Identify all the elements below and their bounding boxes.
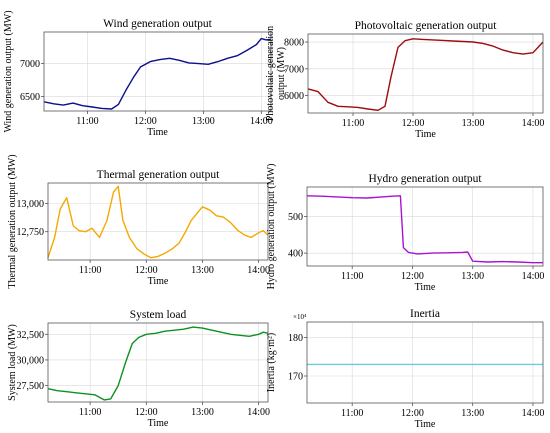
chart-panel: 11:00 12:00 13:00 14:00 6500 7000 Wind generat…: [3, 10, 273, 138]
y-tick-label: 7000: [284, 64, 304, 75]
x-tick-label: 14:00: [522, 118, 545, 129]
chart-title: Wind generation output: [103, 18, 213, 30]
x-tick-label: 14:00: [522, 408, 545, 419]
plot-frame: [307, 33, 544, 114]
chart-panel: 11:00 12:00 13:00 14:0027,50030,00032,500Sy…: [7, 309, 270, 429]
x-tick-label: 14:00: [522, 271, 545, 282]
y-tick-label: 180: [288, 333, 303, 344]
x-tick-label: 13:00: [192, 116, 215, 127]
x-tick-label: 11:00: [76, 116, 98, 127]
x-tick-label: 14:00: [247, 265, 270, 276]
x-tick-label: 14:00: [247, 407, 270, 418]
x-tick-label: 13:00: [191, 265, 214, 276]
y-axis-multiplier: ×10⁴: [293, 313, 307, 321]
x-tick-label: 13:00: [191, 407, 214, 418]
chart-panel: 11:00 12:00 13:00 14:00600070008000Photovol…: [265, 20, 544, 140]
x-axis-label: Time: [415, 282, 436, 293]
chart-title: Thermal generation output: [97, 169, 220, 181]
series-line: [306, 195, 543, 264]
chart-panel: 11:00 12:00 13:00 14:0012,75013,000Thermal …: [7, 154, 270, 288]
x-axis-label: Time: [147, 127, 168, 138]
x-tick-label: 11:00: [341, 271, 363, 282]
chart-title: Inertia: [410, 308, 440, 320]
chart-panel: 11:00 12:00 13:00 14:00 400 500 Hydro generati…: [266, 164, 544, 293]
y-tick-label: 6500: [20, 92, 40, 103]
y-axis-label: Inertia (kg·m²): [266, 333, 277, 392]
plot-frame: [306, 186, 544, 267]
y-axis-label: Thermal generation output (MW): [7, 154, 18, 288]
x-tick-label: 14:00: [250, 116, 273, 127]
x-tick-label: 12:00: [135, 265, 158, 276]
x-tick-label: 12:00: [402, 118, 425, 129]
plot-frame: [306, 321, 544, 404]
x-tick-label: 11:00: [79, 407, 101, 418]
x-tick-label: 11:00: [341, 408, 363, 419]
x-tick-label: 12:00: [401, 408, 424, 419]
x-tick-label: 12:00: [401, 271, 424, 282]
plot-frame: [47, 322, 269, 403]
series-line: [47, 185, 269, 259]
x-axis-label: Time: [148, 418, 169, 429]
x-tick-label: 11:00: [342, 118, 364, 129]
y-tick-label: 27,500: [17, 381, 45, 392]
series-line: [43, 37, 272, 110]
x-tick-label: 11:00: [79, 265, 101, 276]
series-line: [47, 326, 269, 401]
y-tick-label: 13,000: [17, 199, 45, 210]
chart-title: Hydro generation output: [368, 173, 482, 185]
y-axis-label: System load (MW): [7, 324, 18, 401]
x-tick-label: 13:00: [462, 118, 485, 129]
chart-panel: 11:00 12:00 13:00 14:00 170 180 Inertia Time Ine…: [266, 308, 544, 430]
plot-frame: [47, 182, 269, 261]
x-tick-label: 13:00: [461, 408, 484, 419]
y-tick-label: 400: [288, 249, 303, 260]
chart-title: System load: [130, 309, 187, 321]
y-tick-label: 6000: [284, 91, 304, 102]
y-axis-label: Wind generation output (MW): [3, 10, 14, 132]
y-axis-label: Photovoltaic generationoutput (MW): [265, 26, 287, 121]
y-tick-label: 12,750: [17, 227, 45, 238]
series-line: [307, 38, 544, 112]
y-tick-label: 8000: [284, 38, 304, 49]
x-axis-label: Time: [415, 419, 436, 430]
y-axis-label: Hydro generation output (MW): [266, 164, 277, 290]
x-axis-label: Time: [415, 129, 436, 140]
x-tick-label: 12:00: [135, 407, 158, 418]
y-tick-label: 500: [288, 212, 303, 223]
chart-title: Photovoltaic generation output: [355, 20, 498, 32]
x-tick-label: 12:00: [134, 116, 157, 127]
y-tick-label: 170: [288, 372, 303, 383]
y-tick-label: 30,000: [17, 355, 45, 366]
x-tick-label: 13:00: [461, 271, 484, 282]
plot-frame: [43, 31, 272, 112]
y-tick-label: 7000: [20, 59, 40, 70]
x-axis-label: Time: [148, 276, 169, 287]
y-tick-label: 32,500: [17, 330, 45, 341]
